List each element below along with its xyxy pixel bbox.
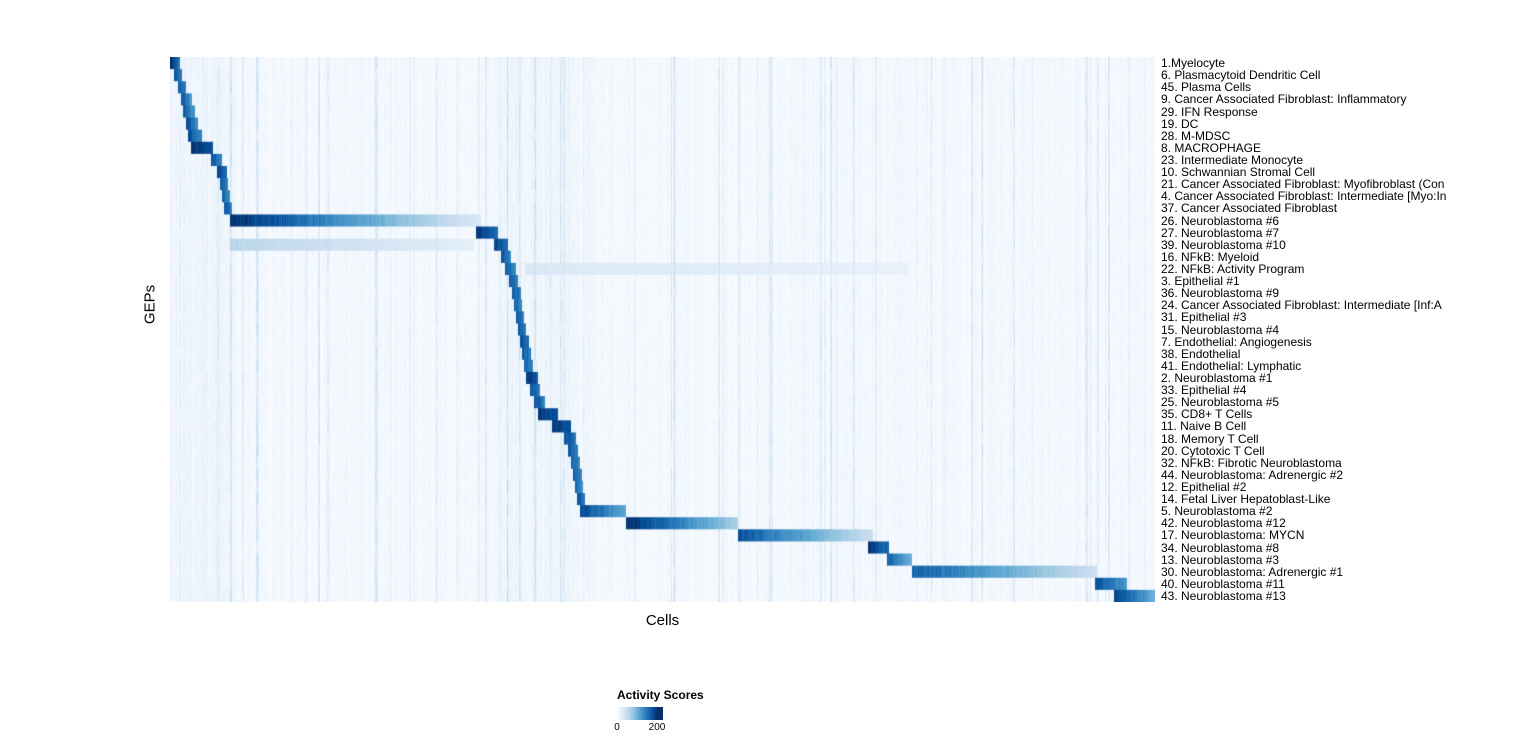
y-axis-label: GEPs (141, 284, 159, 325)
row-label: 10. Schwannian Stromal Cell (1161, 165, 1316, 180)
row-label: 9. Cancer Associated Fibroblast: Inflamm… (1161, 92, 1407, 107)
row-label: 34. Neuroblastoma #8 (1161, 540, 1280, 555)
legend-ticks: 0 200 (614, 722, 737, 736)
row-label: 42. Neuroblastoma #12 (1161, 516, 1286, 531)
row-labels: 1.Myelocyte 6. Plasmacytoid Dendritic Cel… (1161, 57, 1540, 602)
row-label: 12. Epithelial #2 (1161, 479, 1247, 494)
row-label: 19. DC (1161, 116, 1199, 131)
row-label: 36. Neuroblastoma #9 (1161, 286, 1280, 301)
row-label: 28. M-MDSC (1161, 128, 1231, 143)
row-label: 37. Cancer Associated Fibroblast (1161, 201, 1338, 216)
row-label: 3. Epithelial #1 (1161, 274, 1240, 289)
row-label: 17. Neuroblastoma: MYCN (1161, 528, 1305, 543)
legend-title: Activity Scores (617, 688, 704, 702)
heatmap-canvas (170, 57, 1155, 602)
row-label: 22. NFkB: Activity Program (1161, 261, 1305, 276)
x-axis-label: Cells (645, 612, 680, 629)
row-label: 21. Cancer Associated Fibroblast: Myofib… (1161, 177, 1445, 192)
row-label: 5. Neuroblastoma #2 (1161, 504, 1273, 519)
row-label: 24. Cancer Associated Fibroblast: Interm… (1161, 298, 1442, 313)
row-label: 16. NFkB: Myeloid (1161, 249, 1260, 264)
legend-colorbar (617, 707, 663, 720)
row-label: 41. Endothelial: Lymphatic (1161, 358, 1302, 373)
row-label: 27. Neuroblastoma #7 (1161, 225, 1280, 240)
row-label: 44. Neuroblastoma: Adrenergic #2 (1161, 467, 1344, 482)
row-label: 8. MACROPHAGE (1161, 140, 1262, 155)
row-label: 30. Neuroblastoma: Adrenergic #1 (1161, 564, 1344, 579)
row-label: 18. Memory T Cell (1161, 431, 1259, 446)
row-label: 29. IFN Response (1161, 104, 1258, 119)
row-label: 11. Naive B Cell (1161, 419, 1247, 434)
row-label: 7. Endothelial: Angiogenesis (1161, 334, 1312, 349)
legend-tick-label: 0 (614, 722, 620, 733)
row-label: 13. Neuroblastoma #3 (1161, 552, 1280, 567)
row-label: 25. Neuroblastoma #5 (1161, 395, 1280, 410)
row-label: 4. Cancer Associated Fibroblast: Interme… (1161, 189, 1447, 204)
row-label: 1.Myelocyte (1161, 57, 1226, 71)
row-label: 38. Endothelial (1161, 346, 1241, 361)
row-label: 40. Neuroblastoma #11 (1161, 576, 1285, 591)
legend-tick-label: 200 (648, 722, 666, 733)
row-label: 43. Neuroblastoma #13 (1161, 588, 1286, 602)
row-label: 31. Epithelial #3 (1161, 310, 1247, 325)
row-label: 35. CD8+ T Cells (1161, 407, 1253, 422)
row-label: 6. Plasmacytoid Dendritic Cell (1161, 68, 1321, 83)
row-label: 32. NFkB: Fibrotic Neuroblastoma (1161, 455, 1342, 470)
row-label: 45. Plasma Cells (1161, 80, 1252, 95)
row-label: 15. Neuroblastoma #4 (1161, 322, 1280, 337)
row-label: 2. Neuroblastoma #1 (1161, 370, 1273, 385)
row-label: 14. Fetal Liver Hepatoblast-Like (1161, 492, 1331, 507)
row-label: 23. Intermediate Monocyte (1161, 152, 1304, 167)
row-label: 33. Epithelial #4 (1161, 383, 1247, 398)
row-label: 20. Cytotoxic T Cell (1161, 443, 1265, 458)
row-label: 26. Neuroblastoma #6 (1161, 213, 1280, 228)
row-label: 39. Neuroblastoma #10 (1161, 237, 1286, 252)
legend: Activity Scores 0 200 (614, 688, 737, 736)
